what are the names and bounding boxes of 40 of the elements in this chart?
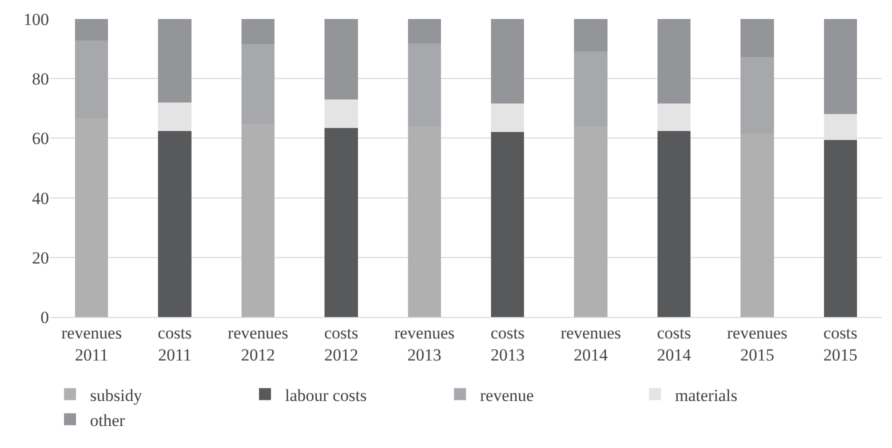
bar — [158, 19, 192, 103]
bar — [241, 19, 275, 44]
bar — [824, 19, 858, 114]
y-tick-label: 60 — [32, 129, 49, 148]
x-tick-label: costs 2014 — [657, 323, 692, 364]
bar — [490, 104, 524, 132]
bar — [657, 131, 691, 317]
y-tick-label: 80 — [32, 70, 49, 89]
bar — [158, 130, 192, 317]
legend-label: other — [90, 410, 126, 430]
bar — [574, 19, 608, 52]
bar — [657, 19, 691, 104]
y-tick-label: 40 — [32, 188, 49, 208]
bar — [158, 102, 192, 131]
x-tick-label: revenues 2013 — [394, 323, 455, 364]
bar — [490, 19, 524, 104]
bar — [490, 132, 524, 317]
bar — [324, 19, 358, 100]
x-tick-label: costs 2011 — [158, 323, 192, 364]
legend-label: labour costs — [285, 386, 367, 405]
y-tick-label: 20 — [32, 248, 49, 268]
x-tick-label: revenues 2014 — [560, 323, 622, 364]
y-tick-label: 0 — [40, 308, 49, 327]
legend-label: materials — [675, 386, 738, 405]
bar — [324, 128, 358, 317]
x-tick-label: revenues 2012 — [228, 323, 288, 364]
x-tick-label: costs 2015 — [823, 323, 858, 364]
legend-label: revenue — [480, 386, 534, 405]
x-tick-label: revenues 2011 — [61, 323, 122, 364]
bar — [74, 19, 108, 40]
y-tick-label: 100 — [24, 10, 49, 29]
legend-label: subsidy — [90, 386, 142, 405]
x-tick-label: costs 2013 — [490, 323, 525, 364]
bar — [740, 19, 774, 57]
bar — [408, 19, 442, 44]
x-tick-label: revenues 2015 — [726, 323, 788, 364]
bar — [324, 99, 358, 128]
bar — [824, 140, 858, 317]
x-tick-label: costs 2012 — [324, 323, 358, 364]
bar — [657, 104, 691, 132]
